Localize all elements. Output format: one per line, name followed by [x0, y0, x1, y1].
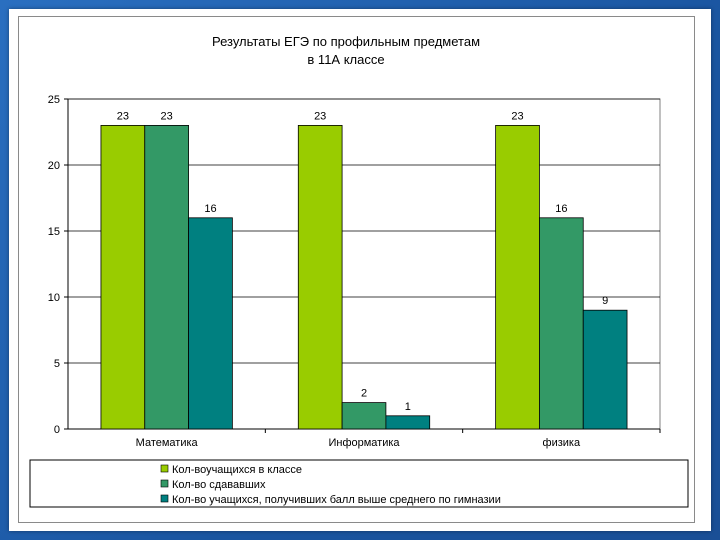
data-label: 2: [361, 388, 367, 400]
data-label: 23: [314, 110, 326, 122]
y-tick-label: 15: [48, 226, 60, 238]
bar: [297, 125, 343, 430]
bar: [539, 217, 584, 430]
bar: [100, 125, 146, 430]
x-tick-label: физика: [543, 437, 581, 449]
legend-label: Кол-во сдававших: [172, 479, 266, 491]
bar: [144, 125, 189, 430]
data-label: 23: [511, 110, 523, 122]
y-tick-label: 10: [48, 292, 60, 304]
bar: [341, 402, 387, 430]
x-tick-label: Информатика: [328, 437, 400, 449]
chart-area: Результаты ЕГЭ по профильным предметам в…: [18, 16, 695, 523]
y-tick-label: 20: [48, 160, 60, 172]
data-label: 9: [602, 295, 608, 307]
data-label: 23: [161, 110, 173, 122]
bar: [582, 309, 628, 430]
y-tick-label: 5: [54, 358, 60, 370]
chart-title-line-1: Результаты ЕГЭ по профильным предметам: [212, 34, 480, 49]
y-tick-label: 25: [48, 94, 60, 106]
legend-swatch: [160, 494, 169, 503]
data-label: 1: [405, 401, 411, 413]
data-label: 16: [204, 203, 216, 215]
x-tick-label: Математика: [136, 437, 199, 449]
legend-label: Кол-воучащихся в классе: [172, 464, 302, 476]
bar: [188, 217, 233, 430]
legend-label: Кол-во учащихся, получивших балл выше ср…: [172, 494, 501, 506]
data-label: 23: [117, 110, 129, 122]
chart-svg: Результаты ЕГЭ по профильным предметам в…: [29, 34, 689, 508]
bar: [385, 415, 431, 430]
chart-title-line-2: в 11А классе: [307, 52, 384, 67]
data-label: 16: [555, 203, 567, 215]
legend-swatch: [160, 464, 169, 473]
legend-swatch: [160, 479, 169, 488]
bar: [495, 125, 540, 430]
y-tick-label: 0: [54, 424, 60, 436]
legend-box: [29, 459, 689, 508]
